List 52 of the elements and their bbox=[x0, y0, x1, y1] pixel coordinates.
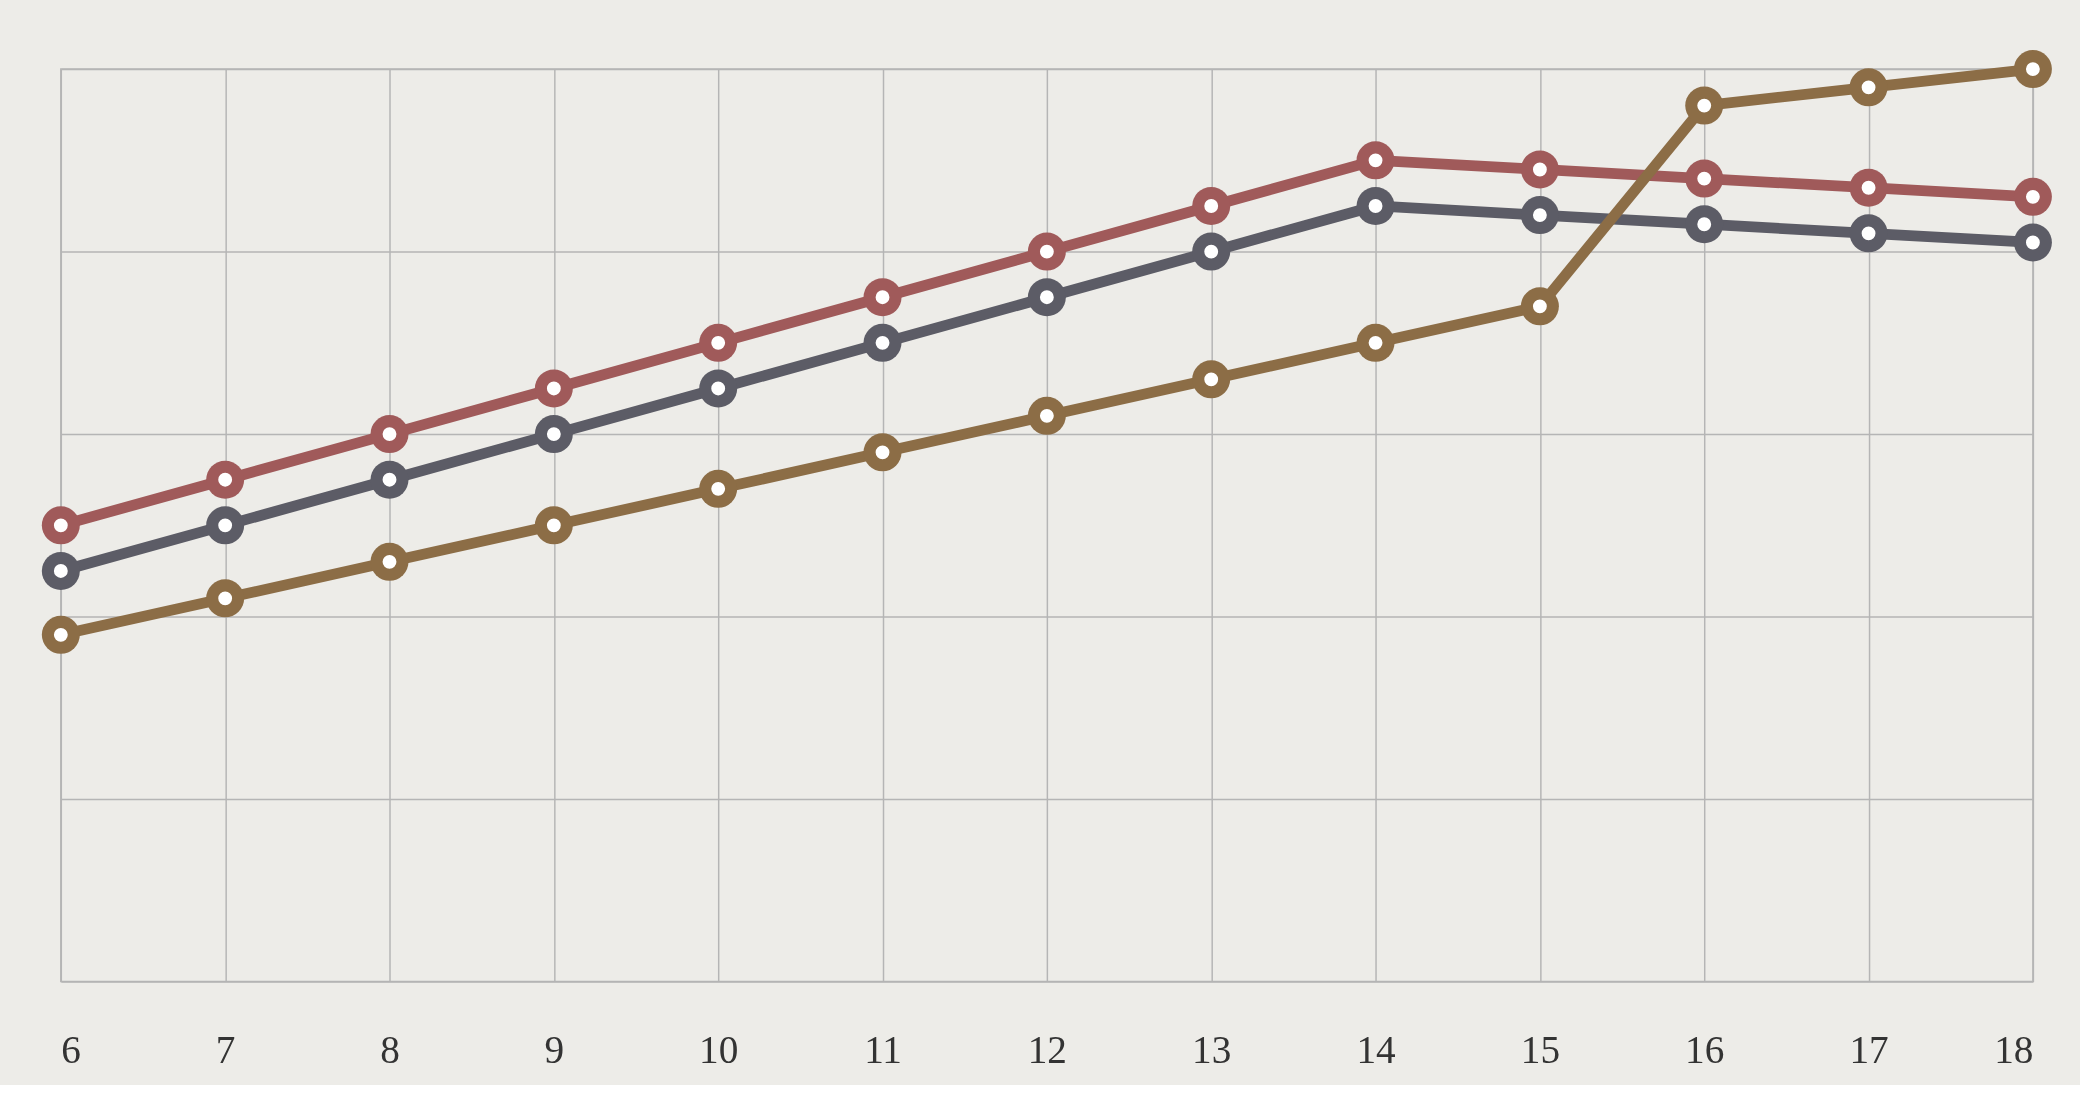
point bbox=[1849, 214, 1888, 253]
x-tick-label: 12 bbox=[1027, 1027, 1067, 1071]
x-tick-label: 11 bbox=[864, 1027, 902, 1071]
x-tick-label: 15 bbox=[1520, 1027, 1560, 1071]
x-tick-label: 10 bbox=[699, 1027, 739, 1071]
point bbox=[863, 433, 902, 472]
point bbox=[1520, 287, 1559, 326]
point bbox=[1356, 323, 1395, 362]
point bbox=[1027, 232, 1066, 271]
point bbox=[1027, 278, 1066, 317]
point bbox=[1685, 86, 1724, 125]
point bbox=[41, 615, 80, 654]
x-tick-label: 16 bbox=[1685, 1027, 1725, 1071]
point bbox=[699, 323, 738, 362]
point bbox=[534, 415, 573, 454]
point bbox=[1027, 396, 1066, 435]
point bbox=[1192, 232, 1231, 271]
point bbox=[699, 369, 738, 408]
point bbox=[1685, 205, 1724, 244]
point bbox=[370, 542, 409, 581]
x-tick-label: 7 bbox=[215, 1027, 236, 1071]
point bbox=[2013, 223, 2052, 262]
x-tick-label: 13 bbox=[1192, 1027, 1232, 1071]
point bbox=[1849, 168, 1888, 207]
point bbox=[863, 323, 902, 362]
point bbox=[370, 460, 409, 499]
x-tick-label: 17 bbox=[1849, 1027, 1889, 1071]
point bbox=[1849, 68, 1888, 107]
point bbox=[863, 278, 902, 317]
point bbox=[206, 460, 245, 499]
point bbox=[534, 506, 573, 545]
point bbox=[41, 551, 80, 590]
point bbox=[1685, 159, 1724, 198]
point bbox=[699, 469, 738, 508]
point bbox=[206, 579, 245, 618]
point bbox=[1520, 150, 1559, 189]
x-tick-label: 14 bbox=[1356, 1027, 1396, 1071]
point bbox=[2013, 50, 2052, 89]
point bbox=[534, 369, 573, 408]
x-tick-label: 18 bbox=[1994, 1027, 2034, 1071]
x-tick-label: 9 bbox=[544, 1027, 565, 1071]
point bbox=[1192, 187, 1231, 225]
point bbox=[1520, 196, 1559, 235]
point bbox=[1356, 141, 1395, 180]
point bbox=[1192, 360, 1231, 399]
point bbox=[2013, 177, 2052, 216]
x-tick-label: 8 bbox=[380, 1027, 400, 1071]
point bbox=[370, 415, 409, 454]
x-tick-label: 6 bbox=[61, 1027, 81, 1071]
point bbox=[1356, 187, 1395, 225]
point bbox=[41, 506, 80, 545]
point bbox=[206, 506, 245, 545]
